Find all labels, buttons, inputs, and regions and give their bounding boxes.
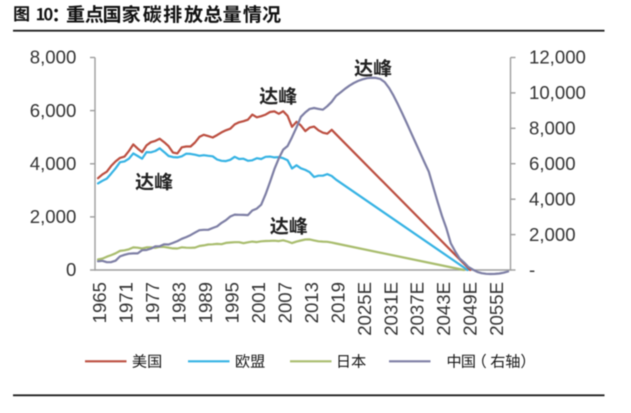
- svg-text:1977: 1977: [142, 282, 163, 323]
- svg-text:2031E: 2031E: [380, 282, 401, 336]
- svg-text:2049E: 2049E: [460, 282, 481, 336]
- svg-text:2,000: 2,000: [30, 206, 77, 227]
- svg-text:4,000: 4,000: [30, 153, 77, 174]
- svg-text:2055E: 2055E: [486, 282, 507, 336]
- svg-text:6,000: 6,000: [529, 153, 576, 174]
- svg-text:2043E: 2043E: [433, 282, 454, 336]
- svg-text:2,000: 2,000: [529, 224, 576, 245]
- svg-text:2001: 2001: [248, 282, 269, 323]
- svg-text:8,000: 8,000: [30, 47, 77, 68]
- svg-text:12,000: 12,000: [529, 47, 586, 68]
- svg-text:-: -: [529, 259, 535, 280]
- svg-text:2013: 2013: [301, 282, 322, 323]
- svg-text:2037E: 2037E: [407, 282, 428, 336]
- svg-text:10,000: 10,000: [529, 82, 586, 103]
- svg-text:1971: 1971: [116, 282, 137, 323]
- svg-text:6,000: 6,000: [30, 100, 77, 121]
- svg-text:8,000: 8,000: [529, 118, 576, 139]
- svg-text:1983: 1983: [169, 282, 190, 323]
- svg-text:1995: 1995: [222, 282, 243, 323]
- svg-text:2007: 2007: [274, 282, 295, 323]
- svg-text:2025E: 2025E: [354, 282, 375, 336]
- svg-text:2019: 2019: [327, 282, 348, 323]
- svg-text:4,000: 4,000: [529, 188, 576, 209]
- svg-text:0: 0: [66, 259, 76, 280]
- svg-text:1965: 1965: [89, 282, 110, 323]
- svg-text:1989: 1989: [195, 282, 216, 323]
